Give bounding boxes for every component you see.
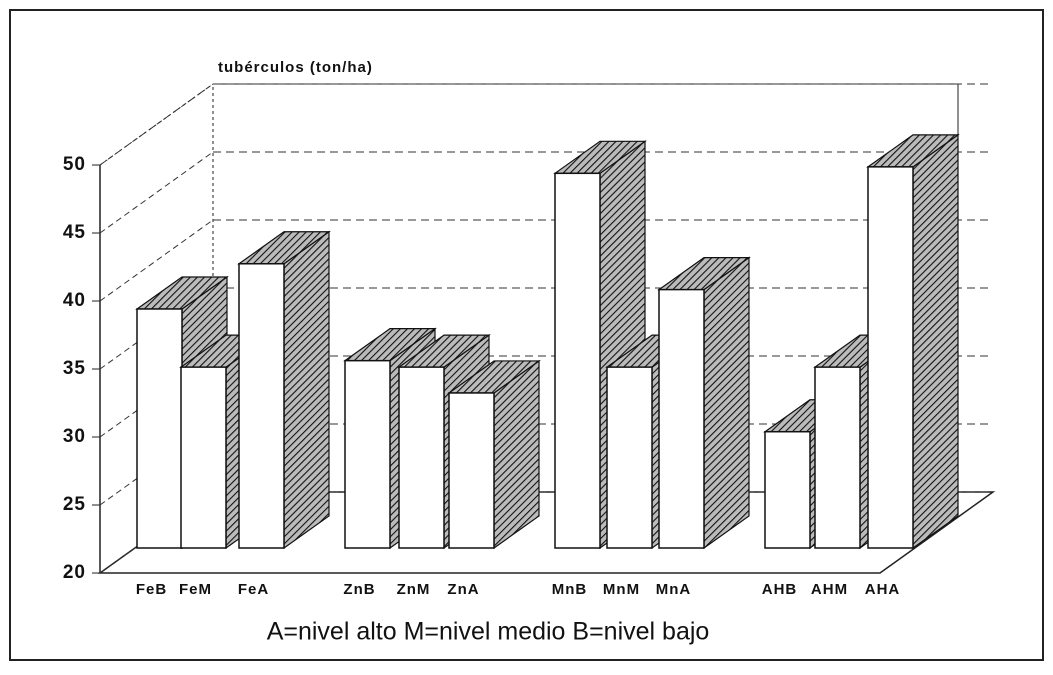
bar [764, 430, 811, 549]
x-tick-label: FeA [238, 581, 269, 598]
bar [136, 308, 183, 549]
bar [344, 359, 391, 549]
y-tick-label: 25 [63, 494, 86, 515]
y-tick-label: 40 [63, 290, 86, 311]
x-tick-label: FeM [179, 581, 212, 598]
y-tick-label: 30 [63, 426, 86, 447]
bar [658, 288, 705, 549]
bar-side [703, 256, 750, 550]
x-tick-label: MnB [552, 581, 588, 598]
bar [448, 392, 495, 549]
y-axis-label: tubérculos (ton/ha) [218, 59, 373, 76]
x-tick-label: ZnA [447, 581, 479, 598]
bar-side [912, 133, 959, 550]
x-tick-label: ZnB [343, 581, 375, 598]
x-tick-label: AHB [762, 581, 798, 598]
bar-side [493, 359, 540, 550]
bar [814, 366, 861, 549]
grid-line [99, 83, 214, 166]
x-tick-label: AHA [865, 581, 901, 598]
grid-line [99, 219, 214, 302]
y-tick-label: 35 [63, 358, 86, 379]
y-tick-label: 50 [63, 154, 86, 175]
bar-side [283, 230, 330, 550]
x-tick-label: MnA [656, 581, 692, 598]
y-tick-label: 45 [63, 222, 86, 243]
bar [606, 366, 653, 549]
caption: A=nivel alto M=nivel medio B=nivel bajo [267, 618, 710, 646]
bar [398, 366, 445, 549]
frame [9, 9, 1044, 661]
bar [554, 172, 601, 549]
grid-line [99, 151, 214, 234]
x-tick-label: AHM [811, 581, 848, 598]
x-tick-label: ZnM [397, 581, 431, 598]
x-tick-label: MnM [603, 581, 640, 598]
bar [238, 263, 285, 549]
bar [180, 366, 227, 549]
x-tick-label: FeB [136, 581, 167, 598]
y-tick-label: 20 [63, 562, 86, 583]
bar [867, 166, 914, 549]
